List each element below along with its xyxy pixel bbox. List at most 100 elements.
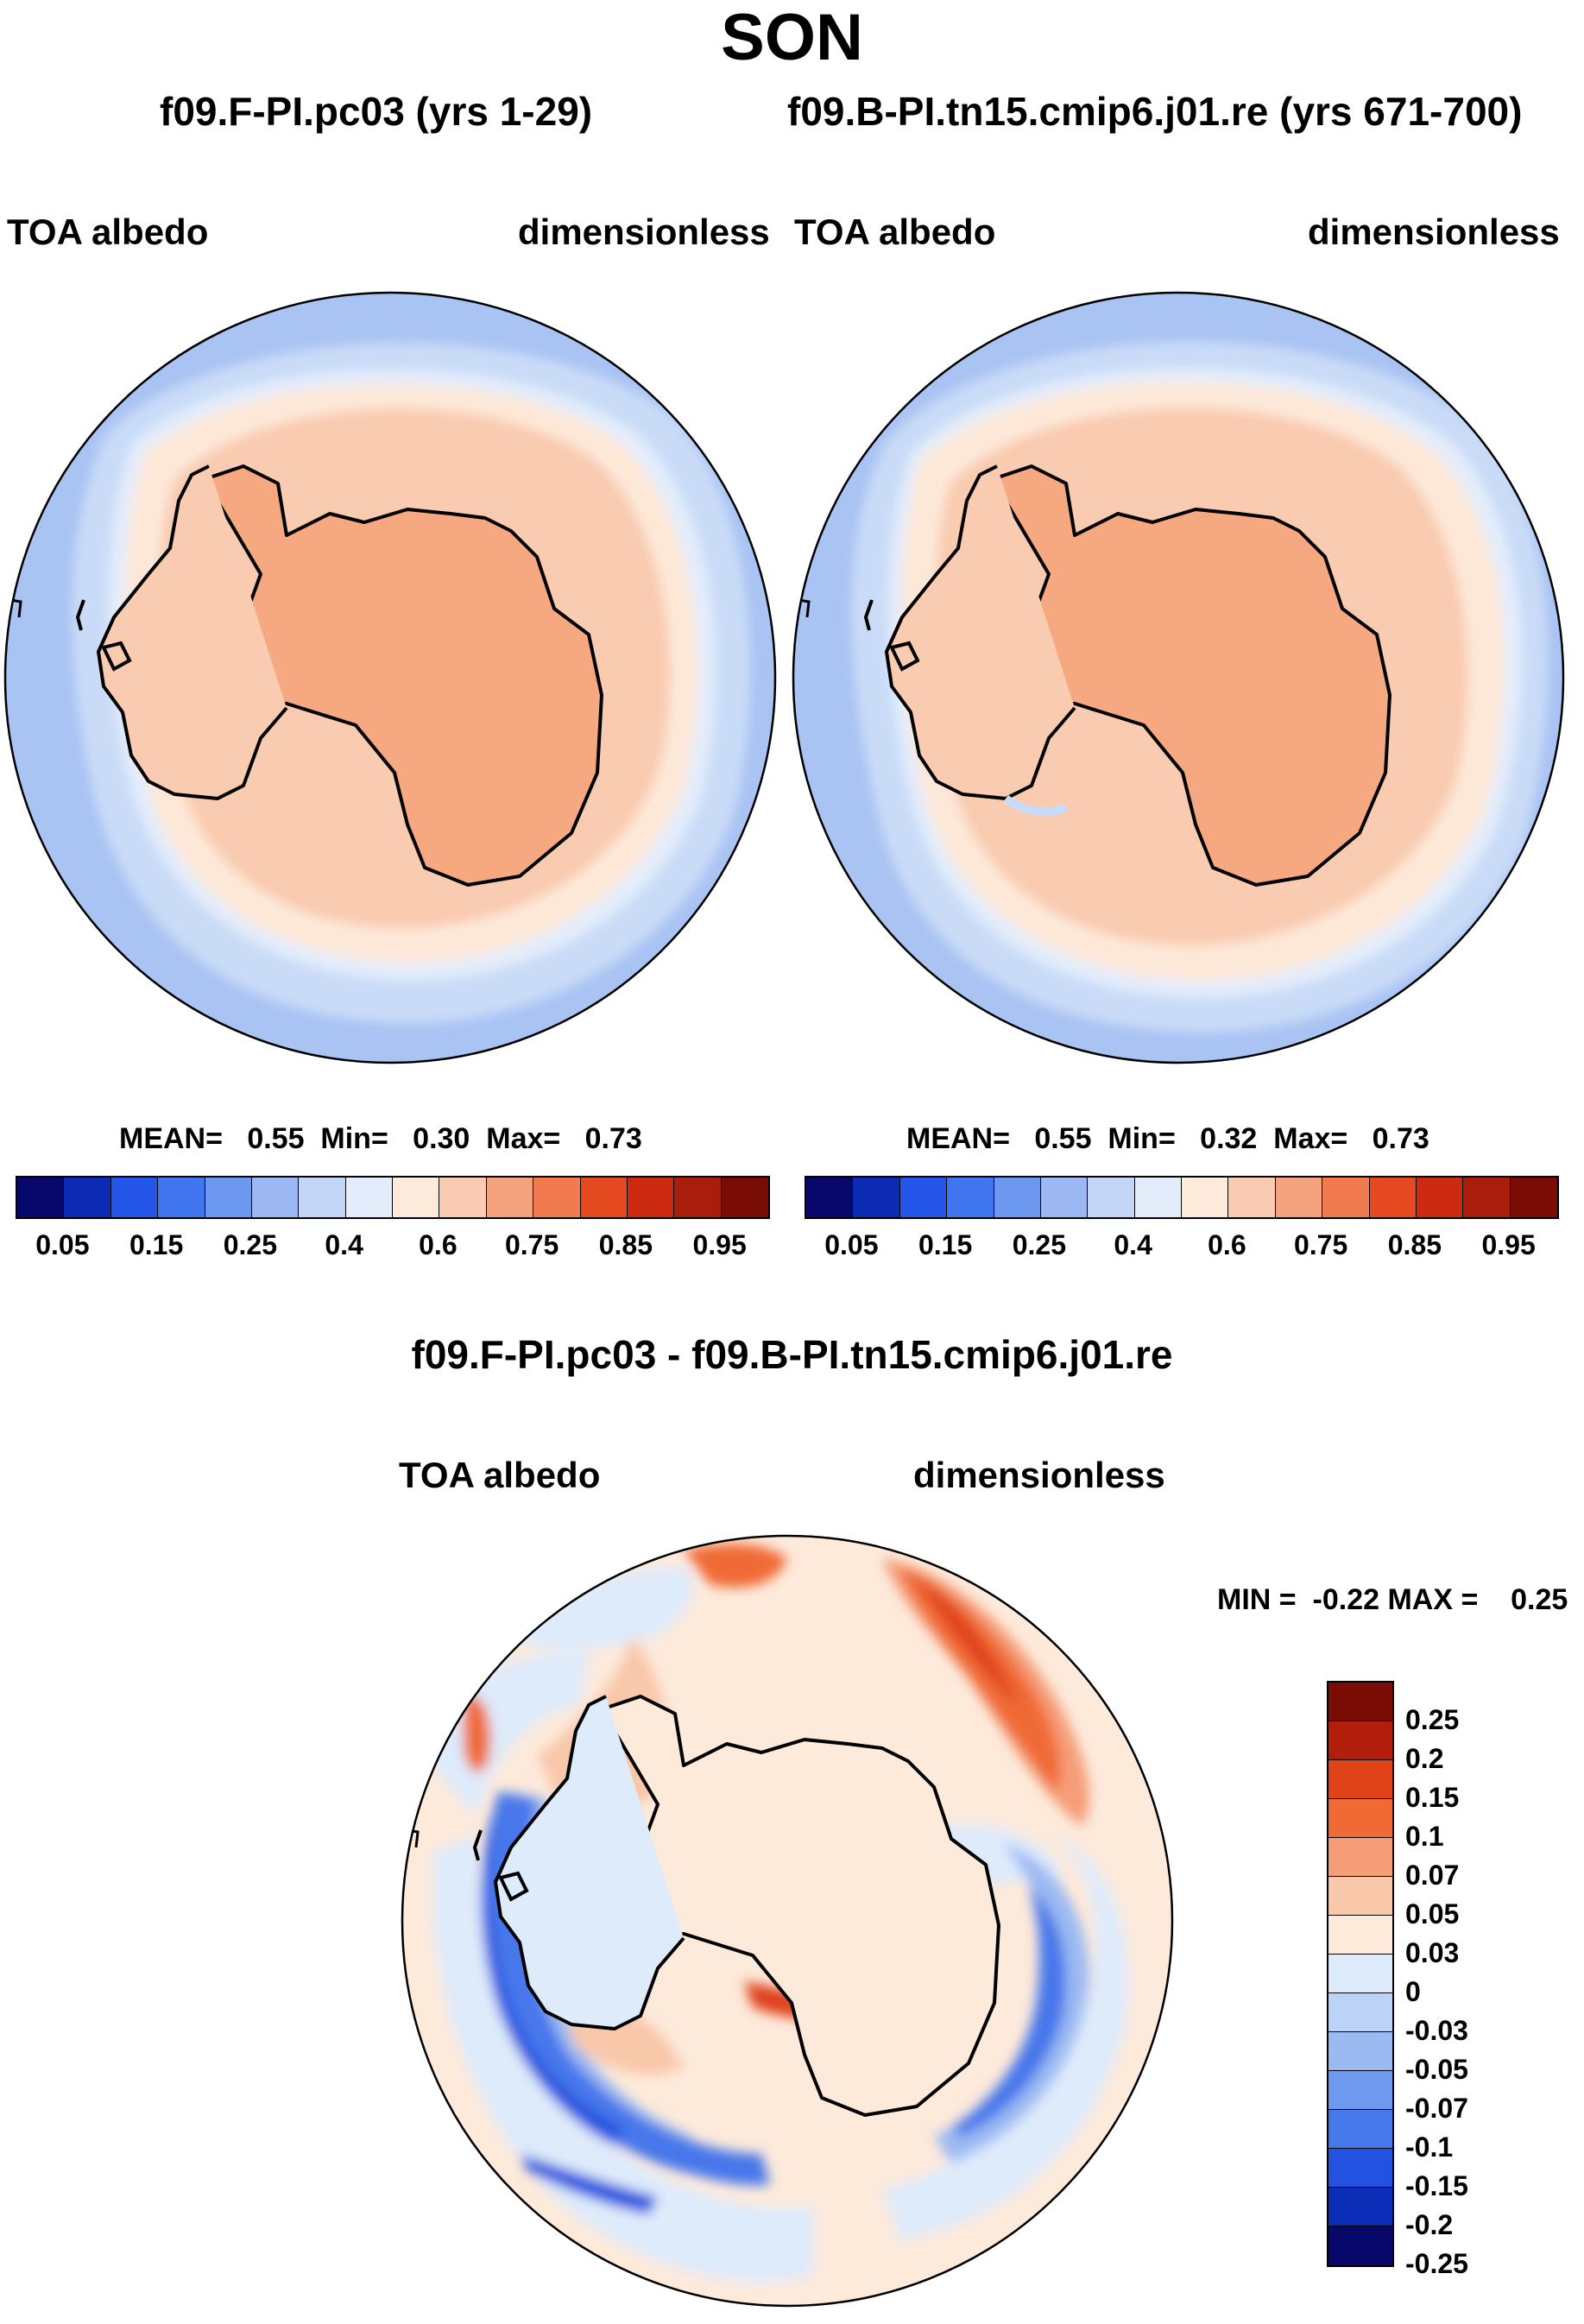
colorbar-tick-label: 0.85: [598, 1229, 653, 1260]
colorbar-box: [533, 1178, 581, 1217]
right-case-title: f09.B-PI.tn15.cmip6.j01.re (yrs 671-700): [787, 89, 1523, 134]
right-max-value: 0.73: [1372, 1122, 1429, 1155]
right-max-label: Max=: [1273, 1122, 1348, 1155]
left-colorbar: [16, 1176, 770, 1219]
diff-colorbar-box: [1328, 1760, 1392, 1799]
diff-colorbar: [1327, 1681, 1394, 2267]
left-stats: MEAN= 0.55 Min= 0.30 Max= 0.73: [119, 1122, 642, 1156]
colorbar-tick-label: 0.05: [824, 1229, 879, 1260]
left-variable-label: TOA albedo: [7, 212, 209, 252]
colorbar-tick-label: 0.95: [1481, 1229, 1536, 1260]
colorbar-box: [251, 1178, 300, 1217]
diff-colorbar-box: [1328, 1799, 1392, 1838]
diff-colorbar-tick-label: 0.15: [1405, 1782, 1460, 1813]
left-polar-map: [3, 291, 777, 1064]
left-case-title: f09.F-PI.pc03 (yrs 1-29): [160, 89, 593, 134]
colorbar-box: [1228, 1178, 1276, 1217]
diff-colorbar-box: [1328, 2188, 1392, 2226]
right-polar-map: [792, 291, 1565, 1064]
colorbar-box: [806, 1178, 854, 1217]
left-max-label: Max=: [486, 1122, 561, 1155]
diff-variable-label: TOA albedo: [399, 1455, 601, 1495]
colorbar-box: [1182, 1178, 1229, 1217]
colorbar-box: [486, 1178, 534, 1217]
colorbar-tick-label: 0.75: [1293, 1229, 1348, 1260]
colorbar-tick-label: 0.4: [325, 1229, 363, 1260]
diff-colorbar-box: [1328, 1916, 1392, 1955]
colorbar-box: [17, 1178, 65, 1217]
diff-colorbar-box: [1328, 2032, 1392, 2071]
left-min-value: 0.30: [413, 1122, 470, 1155]
colorbar-box: [1510, 1178, 1557, 1217]
diff-colorbar-tick-label: -0.15: [1405, 2170, 1468, 2201]
colorbar-box: [205, 1178, 252, 1217]
colorbar-box: [899, 1178, 948, 1217]
colorbar-box: [1040, 1178, 1089, 1217]
colorbar-box: [1275, 1178, 1323, 1217]
colorbar-tick-label: 0.25: [223, 1229, 278, 1260]
diff-colorbar-box: [1328, 1838, 1392, 1877]
right-variable-label: TOA albedo: [794, 212, 996, 252]
diff-title: f09.F-PI.pc03 - f09.B-PI.tn15.cmip6.j01.…: [411, 1332, 1173, 1377]
colorbar-box: [345, 1178, 393, 1217]
colorbar-box: [64, 1178, 111, 1217]
right-units-label: dimensionless: [1308, 212, 1560, 252]
colorbar-box: [674, 1178, 722, 1217]
diff-colorbar-box: [1328, 2149, 1392, 2188]
colorbar-box: [110, 1178, 159, 1217]
diff-min-value: -0.22: [1312, 1583, 1380, 1616]
left-units-label: dimensionless: [518, 212, 770, 252]
colorbar-box: [158, 1178, 205, 1217]
diff-colorbar-box: [1328, 2071, 1392, 2110]
colorbar-tick-label: 0.4: [1114, 1229, 1152, 1260]
colorbar-tick-label: 0.6: [1208, 1229, 1246, 1260]
diff-colorbar-tick-label: 0.1: [1405, 1821, 1444, 1852]
colorbar-box: [1134, 1178, 1182, 1217]
right-mean-label: MEAN=: [906, 1122, 1010, 1155]
colorbar-box: [393, 1178, 440, 1217]
colorbar-tick-label: 0.05: [35, 1229, 90, 1260]
left-min-label: Min=: [320, 1122, 388, 1155]
colorbar-box: [1416, 1178, 1464, 1217]
right-stats: MEAN= 0.55 Min= 0.32 Max= 0.73: [906, 1122, 1429, 1156]
main-title: SON: [721, 1, 863, 74]
diff-colorbar-tick-label: -0.07: [1405, 2093, 1468, 2124]
colorbar-box: [947, 1178, 994, 1217]
diff-colorbar-box: [1328, 1721, 1392, 1760]
colorbar-tick-label: 0.6: [419, 1229, 458, 1260]
diff-polar-map: [401, 1534, 1174, 2308]
colorbar-tick-label: 0.95: [692, 1229, 747, 1260]
diff-colorbar-tick-label: 0.05: [1405, 1898, 1460, 1929]
colorbar-box: [853, 1178, 900, 1217]
diff-colorbar-tick-label: 0.2: [1405, 1743, 1444, 1774]
right-min-value: 0.32: [1200, 1122, 1258, 1155]
diff-minmax: MIN = -0.22 MAX = 0.25: [1217, 1583, 1568, 1617]
diff-colorbar-box: [1328, 2110, 1392, 2149]
colorbar-box: [1322, 1178, 1370, 1217]
diff-colorbar-box: [1328, 1877, 1392, 1916]
colorbar-tick-label: 0.85: [1387, 1229, 1442, 1260]
diff-colorbar-box: [1328, 1683, 1392, 1721]
diff-min-label: MIN =: [1217, 1583, 1297, 1616]
colorbar-box: [994, 1178, 1041, 1217]
diff-colorbar-box: [1328, 2226, 1392, 2265]
colorbar-box: [439, 1178, 487, 1217]
colorbar-tick-label: 0.15: [918, 1229, 973, 1260]
diff-colorbar-tick-label: 0: [1405, 1976, 1421, 2007]
diff-colorbar-tick-label: -0.03: [1405, 2015, 1468, 2046]
diff-max-label: MAX =: [1387, 1583, 1479, 1616]
diff-colorbar-tick-label: -0.05: [1405, 2054, 1468, 2085]
colorbar-box: [1463, 1178, 1511, 1217]
right-colorbar: [805, 1176, 1559, 1219]
colorbar-box: [580, 1178, 628, 1217]
colorbar-box: [1088, 1178, 1135, 1217]
right-min-label: Min=: [1108, 1122, 1176, 1155]
diff-colorbar-tick-label: -0.2: [1405, 2209, 1454, 2240]
diff-units-label: dimensionless: [913, 1455, 1165, 1495]
diff-colorbar-tick-label: -0.1: [1405, 2131, 1454, 2163]
diff-colorbar-tick-label: 0.07: [1405, 1860, 1460, 1891]
diff-colorbar-tick-label: -0.25: [1405, 2248, 1468, 2279]
diff-colorbar-box: [1328, 1955, 1392, 1993]
diff-colorbar-box: [1328, 1993, 1392, 2032]
diff-colorbar-tick-label: 0.03: [1405, 1937, 1460, 1968]
